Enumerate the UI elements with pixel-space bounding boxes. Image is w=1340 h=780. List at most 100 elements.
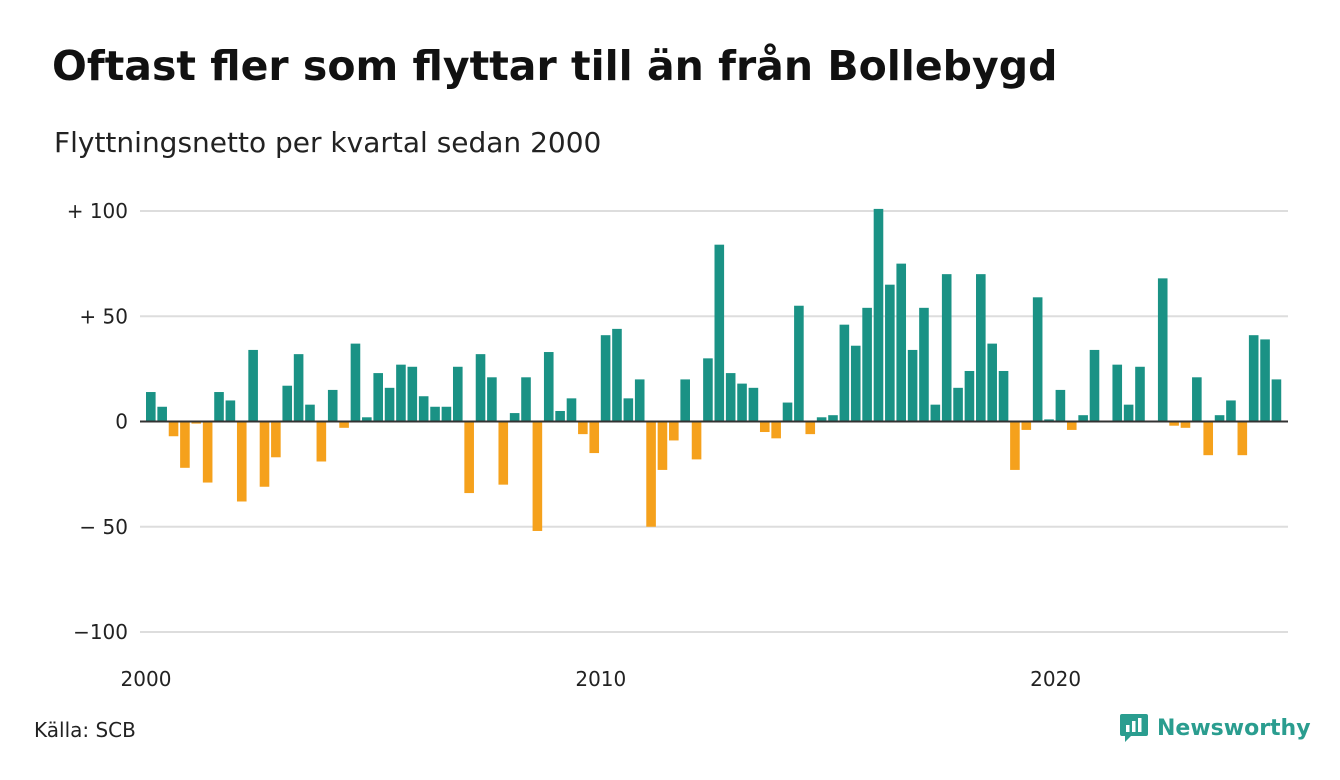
chart-bar bbox=[1044, 419, 1054, 422]
chart-bar bbox=[873, 208, 884, 422]
chart-bar bbox=[202, 421, 213, 483]
chart-bar bbox=[737, 383, 747, 422]
chart-bar bbox=[305, 404, 315, 422]
chart-bar bbox=[680, 379, 690, 422]
chart-bar bbox=[850, 345, 861, 422]
chart-bar bbox=[1010, 421, 1020, 470]
chart-bar bbox=[759, 421, 770, 433]
chart-bar bbox=[1066, 421, 1077, 430]
chart-bar bbox=[1112, 364, 1123, 422]
source-label: Källa: SCB bbox=[34, 718, 136, 742]
grid-lines bbox=[140, 210, 1288, 633]
chart-bar bbox=[180, 421, 190, 468]
chart-bar bbox=[771, 421, 781, 439]
chart-bar bbox=[600, 335, 611, 422]
chart-bar bbox=[316, 421, 327, 462]
chart-bar bbox=[612, 328, 622, 422]
chart-bar bbox=[430, 406, 440, 422]
chart-bar bbox=[862, 307, 872, 422]
chart-bar bbox=[373, 373, 383, 422]
chart-bar bbox=[293, 354, 304, 422]
x-tick-label: 2020 bbox=[1030, 667, 1081, 691]
chart-bar bbox=[327, 389, 338, 422]
chart-bar bbox=[236, 421, 247, 502]
chart-bar bbox=[509, 413, 520, 422]
y-axis-ticks: + 100 + 50 0 − 50 −100 bbox=[67, 199, 128, 644]
chart-bar bbox=[248, 349, 258, 422]
chart-bar bbox=[350, 343, 361, 422]
chart-bar bbox=[987, 343, 997, 422]
x-tick-label: 2000 bbox=[121, 667, 172, 691]
chart-bar bbox=[543, 352, 554, 422]
chart-bar bbox=[396, 364, 406, 422]
y-tick-label: − 50 bbox=[79, 515, 128, 539]
chart-bar bbox=[703, 358, 713, 422]
chart-bar bbox=[578, 421, 588, 435]
chart-bar bbox=[464, 421, 474, 494]
chart-bar bbox=[1032, 297, 1043, 422]
chart-bar bbox=[225, 400, 236, 422]
chart-bar bbox=[1214, 415, 1225, 422]
chart-bar bbox=[441, 406, 452, 422]
chart-bar bbox=[339, 421, 349, 428]
chart-bar bbox=[805, 421, 816, 435]
chart-title: Oftast fler som flyttar till än från Bol… bbox=[52, 42, 1058, 90]
chart-bar bbox=[828, 415, 838, 422]
x-tick-label: 2010 bbox=[575, 667, 626, 691]
chart-subtitle: Flyttningsnetto per kvartal sedan 2000 bbox=[54, 126, 602, 159]
chart-bar bbox=[498, 421, 509, 485]
y-tick-label: + 100 bbox=[67, 199, 128, 223]
newsworthy-logo-icon bbox=[1120, 714, 1148, 742]
chart-bar bbox=[191, 421, 202, 424]
chart-bar bbox=[646, 421, 656, 527]
chart-bar bbox=[407, 366, 418, 422]
chart-bar bbox=[1203, 421, 1214, 456]
y-tick-label: 0 bbox=[115, 410, 128, 434]
chart-bar bbox=[998, 370, 1009, 422]
chart-bar bbox=[282, 385, 293, 422]
chart-bar bbox=[748, 387, 759, 422]
bar-chart: + 100 + 50 0 − 50 −100 2000 2010 2020 bbox=[67, 199, 1288, 691]
chart-bar bbox=[623, 398, 634, 422]
brand-logo[interactable]: Newsworthy bbox=[1119, 712, 1311, 744]
chart-bar bbox=[634, 379, 645, 422]
chart-bar bbox=[669, 421, 679, 441]
chart-bar bbox=[976, 274, 986, 422]
chart-bar bbox=[1157, 278, 1168, 422]
chart-bar bbox=[1271, 379, 1282, 422]
chart-bar bbox=[418, 396, 429, 422]
chart-bar bbox=[1135, 366, 1145, 422]
chart-bar bbox=[1021, 421, 1032, 430]
chart-bar bbox=[953, 387, 963, 422]
chart-bar bbox=[1260, 339, 1270, 422]
chart-bar bbox=[885, 284, 895, 422]
chart-bar bbox=[157, 406, 167, 422]
chart-bar bbox=[1078, 415, 1088, 422]
chart-bar bbox=[896, 263, 907, 422]
x-axis-ticks: 2000 2010 2020 bbox=[121, 667, 1082, 691]
chart-bar bbox=[1237, 421, 1248, 456]
chart-bar bbox=[930, 404, 941, 422]
chart-bar bbox=[214, 392, 224, 422]
chart-bar bbox=[839, 324, 850, 422]
chart-bar bbox=[1180, 421, 1191, 428]
chart-bar bbox=[657, 421, 668, 470]
chart-bar bbox=[1226, 400, 1236, 422]
chart-bar bbox=[589, 421, 600, 454]
chart-bar bbox=[1192, 377, 1202, 422]
chart-bar bbox=[532, 421, 543, 531]
chart-bar bbox=[168, 421, 179, 437]
chart-bar bbox=[487, 377, 497, 422]
y-tick-label: + 50 bbox=[79, 304, 128, 328]
chart-bar bbox=[1248, 335, 1259, 422]
chart-bar bbox=[725, 373, 736, 422]
chart-bar bbox=[782, 402, 793, 422]
chart-bar bbox=[1089, 349, 1100, 422]
chart-bar bbox=[714, 244, 725, 422]
chart-bar bbox=[816, 417, 827, 422]
chart-bar bbox=[555, 410, 565, 422]
chart-bar bbox=[271, 421, 281, 458]
chart-bar bbox=[1123, 404, 1134, 422]
chart-bar bbox=[794, 305, 804, 422]
chart-bar bbox=[1055, 389, 1066, 422]
